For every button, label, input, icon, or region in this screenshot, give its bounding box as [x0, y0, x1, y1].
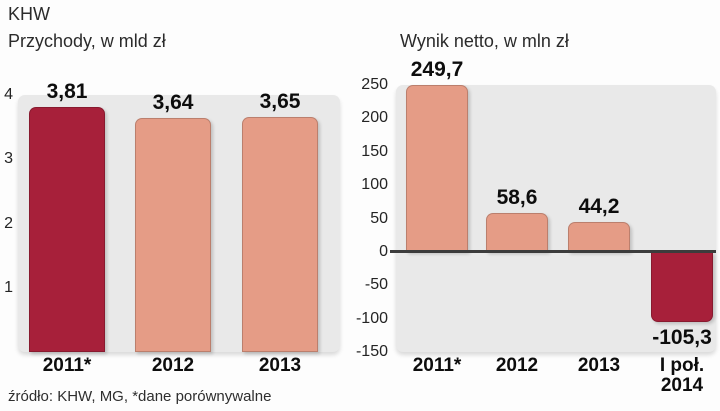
chart-title-revenue: Przychody, w mld zł	[8, 31, 166, 51]
y-tick-label: 100	[361, 176, 388, 194]
bar-value-label: 249,7	[410, 58, 464, 82]
zero-axis-line	[390, 250, 716, 254]
bar-2011-	[406, 85, 468, 252]
bar-2013	[568, 222, 630, 252]
category-label: 2011*	[412, 355, 462, 376]
bar-value-label: 3,64	[152, 91, 194, 115]
bar-value-label: 3,81	[46, 80, 88, 104]
y-tick-label: 0	[379, 242, 388, 260]
y-tick-label: 50	[370, 209, 388, 227]
bar-2011-	[29, 107, 105, 352]
y-tick-label: 4	[4, 86, 13, 103]
chart-title-net-result: Wynik netto, w mln zł	[400, 31, 569, 51]
y-tick-label: 250	[361, 76, 388, 93]
bar-value-label: 3,65	[259, 90, 301, 114]
y-tick-label: 150	[361, 142, 388, 160]
y-tick-label: -150	[355, 343, 388, 360]
y-tick-label: 1	[4, 278, 13, 296]
y-tick-label: 3	[4, 150, 13, 168]
category-label: I poł. 2014	[659, 355, 705, 396]
bar-2012	[486, 212, 548, 252]
page-title: KHW	[8, 4, 50, 24]
category-label: 2011*	[42, 355, 92, 376]
category-label: 2012	[495, 355, 539, 376]
y-tick-label: 2	[4, 214, 13, 232]
bar-2012	[135, 118, 211, 352]
bar-i-po-2014	[651, 251, 713, 323]
category-label: 2013	[577, 355, 621, 376]
category-label: 2012	[151, 355, 195, 376]
bar-value-label: 44,2	[578, 195, 620, 219]
category-label: 2013	[258, 355, 302, 376]
y-tick-label: 200	[361, 109, 388, 127]
y-tick-label: -50	[364, 276, 388, 294]
bar-value-label: 58,6	[496, 185, 538, 209]
bar-value-label: -105,3	[652, 326, 712, 350]
bar-2013	[242, 117, 318, 352]
source-note: źródło: KHW, MG, *dane porównywalne	[8, 388, 272, 405]
y-tick-label: -100	[355, 309, 388, 327]
